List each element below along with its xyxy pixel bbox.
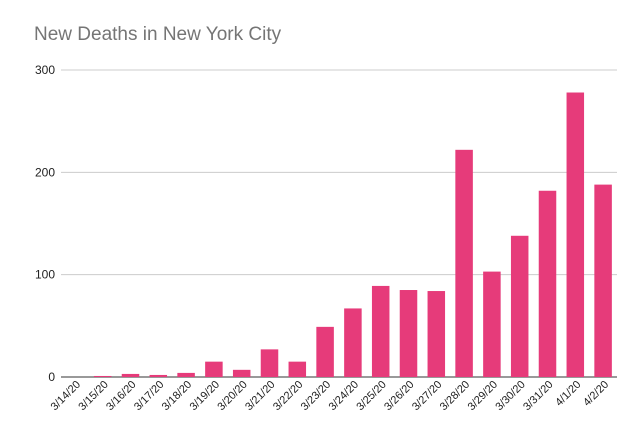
chart-title: New Deaths in New York City: [34, 24, 282, 45]
bar-3-16-20: [121, 373, 140, 377]
bar-4-1-20: [566, 92, 585, 377]
x-tick-label: 3/16/20: [104, 379, 138, 413]
x-tick-label: 3/22/20: [271, 379, 305, 413]
x-tick-label: 3/25/20: [354, 379, 388, 413]
bar-3-28-20: [455, 149, 473, 377]
y-tick-label: 100: [35, 268, 55, 282]
bar-3-19-20: [205, 361, 223, 377]
x-tick-label: 3/18/20: [160, 379, 194, 413]
x-tick-label: 3/28/20: [438, 379, 472, 413]
bar-3-25-20: [371, 285, 390, 377]
x-tick-label: 3/30/20: [493, 379, 527, 413]
bar-3-22-20: [288, 361, 307, 377]
bar-4-2-20: [594, 184, 612, 377]
bar-3-29-20: [483, 271, 501, 377]
bar-3-21-20: [260, 349, 279, 377]
x-tick-label: 3/17/20: [132, 379, 166, 413]
x-tick-label: 3/23/20: [299, 379, 333, 413]
bar-3-17-20: [149, 374, 168, 377]
bar-3-23-20: [316, 326, 334, 377]
y-tick-label: 0: [48, 370, 55, 384]
x-tick-label: 3/24/20: [327, 379, 361, 413]
bar-3-24-20: [344, 308, 362, 377]
x-tick-label: 3/26/20: [382, 379, 416, 413]
x-tick-label: 3/29/20: [466, 379, 500, 413]
x-tick-label: 3/27/20: [410, 379, 444, 413]
x-tick-label: 3/19/20: [188, 379, 222, 413]
y-tick-label: 300: [35, 63, 55, 77]
bar-3-31-20: [538, 190, 557, 377]
x-tick-label: 3/15/20: [76, 379, 110, 413]
bar-3-26-20: [399, 290, 418, 377]
bar-3-15-20: [93, 375, 112, 377]
y-tick-label: 200: [35, 165, 55, 179]
x-tick-label: 3/31/20: [521, 379, 555, 413]
bar-3-18-20: [177, 372, 195, 377]
x-tick-label: 4/2/20: [581, 379, 611, 409]
bar-3-27-20: [427, 291, 446, 377]
x-tick-label: 4/1/20: [553, 379, 583, 409]
x-tick-label: 3/21/20: [243, 379, 277, 413]
bar-3-20-20: [232, 369, 251, 377]
bar-3-30-20: [510, 235, 529, 377]
x-tick-label: 3/20/20: [215, 379, 249, 413]
